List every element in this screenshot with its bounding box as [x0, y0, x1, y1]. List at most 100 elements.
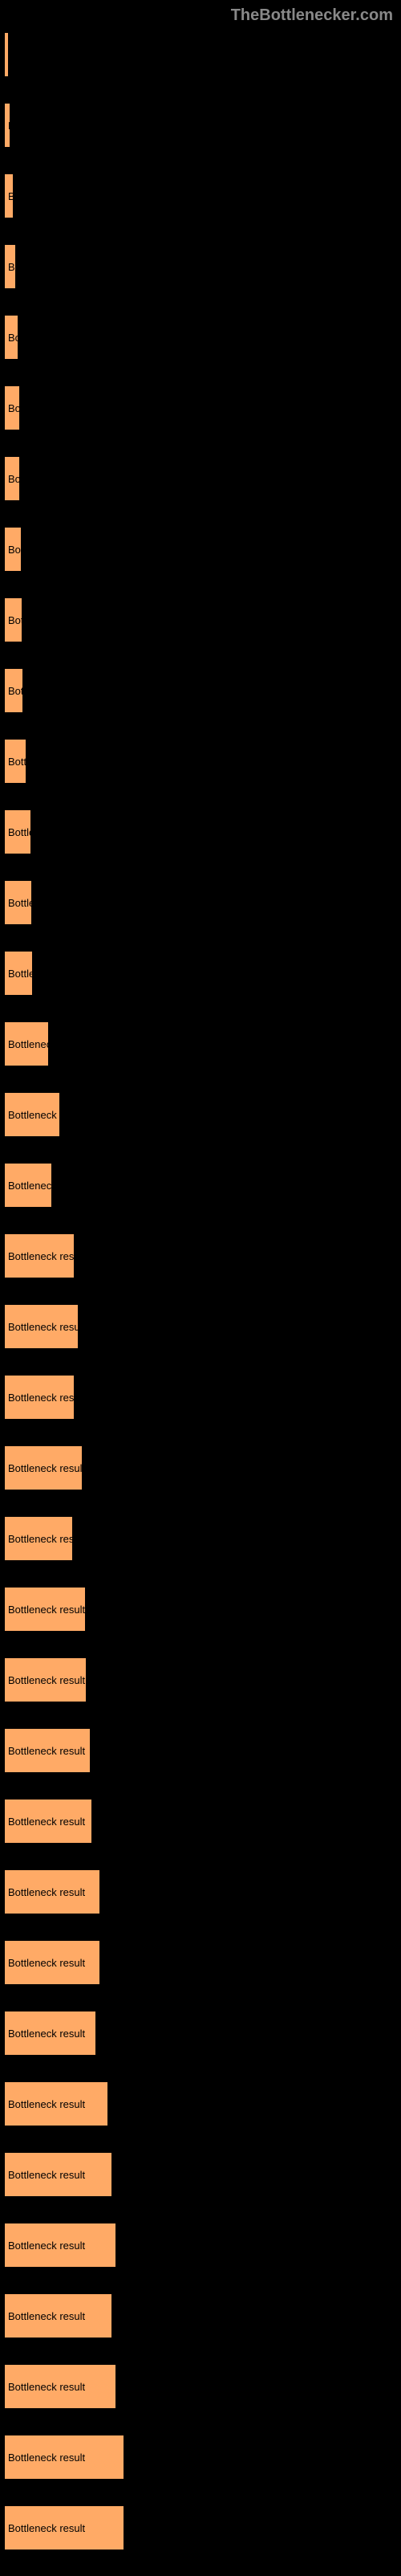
bar-label: Bottleneck result [8, 2381, 85, 2393]
bar-row: Bottleneck result [4, 315, 401, 360]
bar: Bottleneck result [4, 2505, 124, 2550]
bar-label: Bottleneck result [8, 826, 31, 838]
bar-label: Bottleneck result [8, 120, 10, 132]
bar-row: Bottleneck result [4, 1445, 401, 1490]
bar-chart: Bottleneck result Bottleneck result Bottle… [0, 0, 401, 2550]
bar: Bottleneck result [4, 32, 9, 77]
bar-row: Bottleneck result [4, 173, 401, 218]
bar: Bottleneck result [4, 668, 23, 713]
bar-row: Bottleneck result [4, 1375, 401, 1420]
bar-label: Bottleneck result [8, 685, 23, 697]
bar-row: Bottleneck result [4, 668, 401, 713]
bar-label: Bottleneck result [8, 897, 32, 909]
bar: Bottleneck result [4, 2011, 96, 2056]
bar-row: Bottleneck result [4, 2505, 401, 2550]
bar: Bottleneck result [4, 527, 22, 572]
bar: Bottleneck result [4, 1021, 49, 1066]
bar-label: Bottleneck result [8, 614, 22, 626]
bar-row: Bottleneck result [4, 1021, 401, 1066]
bar-label: Bottleneck result [8, 1180, 52, 1192]
bar-label: Bottleneck result [8, 1321, 79, 1333]
bar-row: Bottleneck result [4, 1587, 401, 1632]
bar-row: Bottleneck result [4, 1728, 401, 1773]
bar-label: Bottleneck result [8, 1745, 85, 1757]
bar-label: Bottleneck result [8, 2310, 85, 2322]
bar-row: Bottleneck result [4, 527, 401, 572]
bar-row: Bottleneck result [4, 2223, 401, 2268]
bar: Bottleneck result [4, 739, 26, 784]
bar: Bottleneck result [4, 1516, 73, 1561]
bar: Bottleneck result [4, 315, 18, 360]
bar-label: Bottleneck result [8, 2240, 85, 2252]
bar-label: Bottleneck result [8, 544, 22, 556]
bar: Bottleneck result [4, 456, 20, 501]
bar: Bottleneck result [4, 2364, 116, 2409]
bar: Bottleneck result [4, 1657, 87, 1702]
bar-row: Bottleneck result [4, 2293, 401, 2338]
bar: Bottleneck result [4, 385, 20, 430]
bar-label: Bottleneck result [8, 1604, 85, 1616]
bar-label: Bottleneck result [8, 1533, 73, 1545]
bar-label: Bottleneck result [8, 332, 18, 344]
bar-label: Bottleneck result [8, 2028, 85, 2040]
bar: Bottleneck result [4, 1163, 52, 1208]
bar-row: Bottleneck result [4, 244, 401, 289]
bar: Bottleneck result [4, 1233, 75, 1278]
bar-row: Bottleneck result [4, 1869, 401, 1914]
bar-row: Bottleneck result [4, 1163, 401, 1208]
bar-label: Bottleneck result [8, 190, 14, 202]
bar: Bottleneck result [4, 1869, 100, 1914]
bar: Bottleneck result [4, 2293, 112, 2338]
bar: Bottleneck result [4, 2152, 112, 2197]
bar-row: Bottleneck result [4, 2364, 401, 2409]
bar-row: Bottleneck result [4, 597, 401, 642]
bar-label: Bottleneck result [8, 1886, 85, 1898]
bar: Bottleneck result [4, 1728, 91, 1773]
bar-row: Bottleneck result [4, 809, 401, 854]
bar: Bottleneck result [4, 2081, 108, 2126]
bar-label: Bottleneck result [8, 1038, 49, 1050]
bar-row: Bottleneck result [4, 951, 401, 996]
bar-row: Bottleneck result [4, 32, 401, 77]
bar: Bottleneck result [4, 1092, 60, 1137]
bar-row: Bottleneck result [4, 1799, 401, 1844]
bar: Bottleneck result [4, 1445, 83, 1490]
bar-label: Bottleneck result [8, 1392, 75, 1404]
bar-label: Bottleneck result [8, 49, 9, 61]
bar-row: Bottleneck result [4, 1304, 401, 1349]
bar-label: Bottleneck result [8, 2522, 85, 2534]
bar: Bottleneck result [4, 244, 16, 289]
bar: Bottleneck result [4, 880, 32, 925]
bar-label: Bottleneck result [8, 473, 20, 485]
watermark-text: TheBottlenecker.com [231, 6, 393, 25]
bar: Bottleneck result [4, 2435, 124, 2480]
bar-row: Bottleneck result [4, 739, 401, 784]
bar-label: Bottleneck result [8, 2169, 85, 2181]
bar: Bottleneck result [4, 951, 33, 996]
bar: Bottleneck result [4, 597, 22, 642]
bar-row: Bottleneck result [4, 2081, 401, 2126]
bar: Bottleneck result [4, 103, 10, 148]
bar-row: Bottleneck result [4, 1233, 401, 1278]
bar: Bottleneck result [4, 1799, 92, 1844]
bar-label: Bottleneck result [8, 968, 33, 980]
bar-label: Bottleneck result [8, 2452, 85, 2464]
bar-row: Bottleneck result [4, 385, 401, 430]
bar-label: Bottleneck result [8, 756, 26, 768]
bar-row: Bottleneck result [4, 1657, 401, 1702]
bar-label: Bottleneck result [8, 1957, 85, 1969]
bar-label: Bottleneck result [8, 402, 20, 414]
bar-row: Bottleneck result [4, 2011, 401, 2056]
bar-label: Bottleneck result [8, 1250, 75, 1262]
bar-row: Bottleneck result [4, 1516, 401, 1561]
bar: Bottleneck result [4, 1304, 79, 1349]
bar-row: Bottleneck result [4, 1092, 401, 1137]
bar-row: Bottleneck result [4, 103, 401, 148]
bar: Bottleneck result [4, 1375, 75, 1420]
bar-label: Bottleneck result [8, 261, 16, 273]
bar-label: Bottleneck result [8, 2098, 85, 2110]
bar-label: Bottleneck result [8, 1109, 60, 1121]
bar: Bottleneck result [4, 809, 31, 854]
bar-row: Bottleneck result [4, 2152, 401, 2197]
bar: Bottleneck result [4, 2223, 116, 2268]
